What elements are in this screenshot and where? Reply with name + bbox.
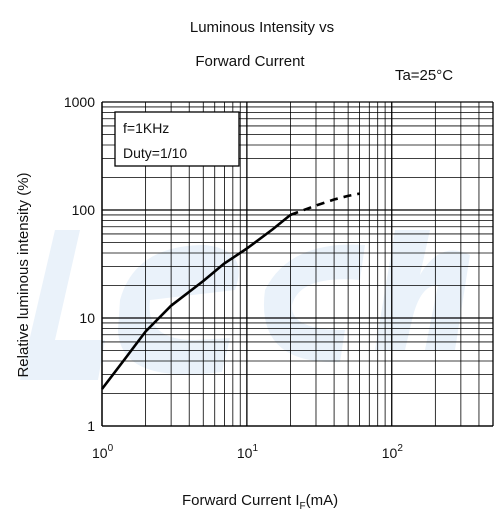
solid-curve	[100, 213, 292, 390]
y-tick-label: 1	[87, 418, 95, 434]
y-tick-label: 1000	[64, 94, 95, 110]
legend-frame	[114, 111, 240, 167]
legend-box: f=1KHz Duty=1/10	[114, 111, 240, 167]
x-axis-label-unit: (mA)	[306, 492, 339, 509]
condition-label: Ta=25°C	[395, 67, 453, 84]
x-tick-label: 101	[237, 443, 259, 461]
axis-ticks: 1 10 100 1000 100 101 102	[64, 94, 403, 461]
y-tick-label: 100	[72, 202, 96, 218]
legend-frequency: f=1KHz	[123, 120, 169, 136]
x-axis-label: Forward Current IF(mA)	[182, 492, 338, 512]
chart-title-line2: Forward Current	[195, 53, 305, 70]
data-series	[100, 192, 360, 390]
x-axis-label-subscript: F	[300, 501, 306, 512]
x-tick-label: 102	[382, 443, 404, 461]
chart-title-line1: Luminous Intensity vs	[190, 19, 334, 36]
dashed-curve	[290, 192, 360, 217]
watermark	[20, 230, 470, 380]
x-axis-label-main: Forward Current I	[182, 492, 300, 509]
y-tick-label: 10	[79, 310, 95, 326]
legend-duty: Duty=1/10	[123, 145, 187, 161]
x-tick-label: 100	[92, 443, 114, 461]
y-axis-label: Relative luminous intensity (%)	[15, 172, 32, 377]
